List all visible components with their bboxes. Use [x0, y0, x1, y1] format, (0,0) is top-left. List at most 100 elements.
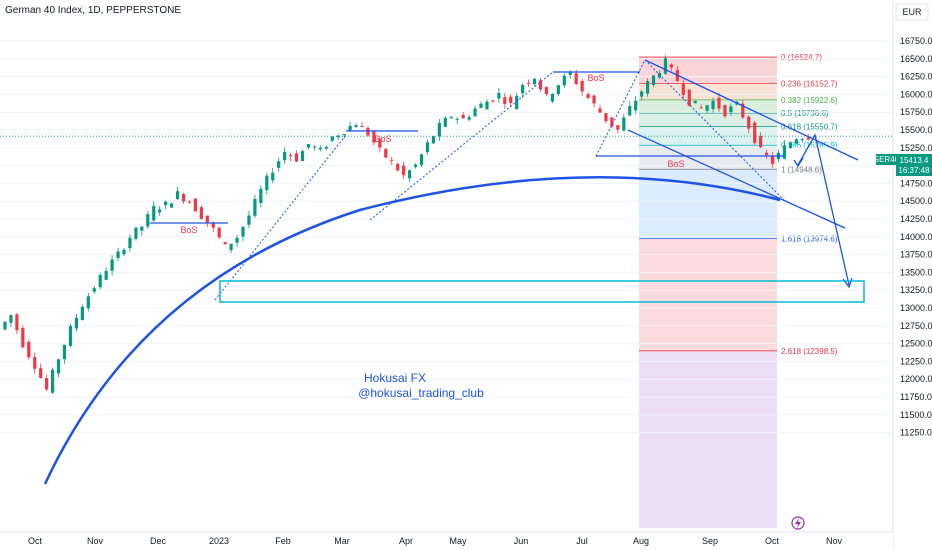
candle-body	[39, 368, 43, 378]
candle-body	[586, 94, 590, 98]
candle-body	[330, 136, 334, 141]
price-tick-label: 15750.0	[900, 107, 932, 117]
dotted-trendline	[595, 59, 646, 157]
symbol-badge: GER40	[873, 155, 900, 164]
candle-body	[259, 188, 263, 204]
candle-body	[610, 117, 614, 127]
price-scale[interactable]: 16750.0 16500.0 16250.0 16000.0 15750.0 15500…	[892, 0, 932, 550]
last-price-badge: GER40 15413.4 16:37:48	[873, 154, 932, 176]
candle-body	[634, 100, 638, 111]
projection-path[interactable]	[797, 133, 850, 286]
candle-body	[646, 81, 650, 94]
candle-body	[312, 146, 316, 148]
price-tick-label: 13500.0	[900, 267, 932, 277]
candle-body	[164, 201, 168, 206]
candle-body	[229, 243, 233, 251]
candle-body	[265, 175, 269, 191]
candle-body	[402, 165, 406, 176]
candle-body	[56, 359, 61, 374]
target-zone[interactable]	[219, 280, 865, 303]
candle-body	[580, 80, 584, 92]
price-tick-label: 15250.0	[900, 143, 932, 153]
candle-body	[372, 131, 376, 143]
candle-body	[491, 100, 495, 102]
candle-body	[497, 92, 501, 99]
candle-body	[199, 207, 203, 219]
time-tick-label: Oct	[28, 536, 43, 546]
fib-level-label: 0.5 (15736.6)	[781, 109, 829, 118]
candle-body	[235, 237, 239, 243]
candle-body	[300, 151, 305, 162]
candle-body	[378, 139, 382, 148]
price-tick-label: 16000.0	[900, 89, 932, 99]
dotted-trendline	[214, 134, 347, 301]
candle-body	[473, 108, 477, 117]
fib-level-label: 0.618 (15550.7)	[781, 122, 838, 131]
candle-body	[592, 95, 596, 104]
candle-body	[15, 314, 19, 331]
candle-body	[705, 105, 709, 111]
candle-body	[104, 271, 108, 280]
lightning-icon[interactable]	[791, 516, 805, 530]
candle-body	[759, 136, 763, 148]
fib-band	[639, 350, 777, 528]
curve-drawing[interactable]	[43, 176, 781, 485]
candle-body	[598, 108, 602, 113]
candle-body	[390, 159, 394, 161]
channel-lower[interactable]	[627, 129, 846, 229]
candle-body	[336, 135, 340, 138]
candle-body	[616, 125, 620, 130]
bos-label: BoS	[587, 73, 604, 83]
candle-body	[283, 151, 287, 161]
candle-body	[223, 242, 227, 245]
bar-countdown: 16:37:48	[898, 166, 930, 175]
chart-grid	[0, 40, 893, 434]
candle-body	[509, 96, 513, 103]
time-tick-label: Aug	[633, 536, 649, 546]
candlestick-series	[3, 55, 810, 394]
candle-body	[68, 326, 73, 346]
candle-body	[562, 75, 566, 86]
candle-body	[318, 147, 322, 150]
time-scale[interactable]: Oct Nov Dec 2023 Feb Mar Apr May Jun Jul Aug Sep Oct…	[0, 531, 893, 550]
candle-body	[62, 344, 67, 360]
candle-body	[717, 97, 721, 109]
candle-body	[294, 153, 299, 162]
candle-body	[651, 75, 656, 86]
time-tick-label: Jun	[514, 536, 529, 546]
candle-body	[419, 154, 424, 166]
candle-body	[247, 215, 251, 225]
candle-body	[515, 96, 519, 110]
time-tick-label: 2023	[209, 536, 229, 546]
price-tick-label: 16250.0	[900, 72, 932, 82]
candle-body	[622, 117, 626, 131]
bos-label: BoS	[667, 159, 684, 169]
candle-body	[187, 201, 192, 203]
price-tick-label: 11500.0	[900, 410, 932, 420]
price-tick-label: 16500.0	[900, 54, 932, 64]
candle-body	[455, 118, 459, 120]
price-tick-label: 14000.0	[900, 232, 932, 242]
bos-label: BoS	[374, 134, 391, 144]
time-tick-label: Feb	[275, 536, 291, 546]
candle-body	[467, 116, 471, 120]
fib-band	[639, 57, 777, 84]
dotted-trendline	[644, 59, 785, 201]
currency-button[interactable]	[895, 3, 929, 21]
candle-body	[128, 237, 132, 249]
candle-body	[74, 317, 78, 329]
bos-label: BoS	[180, 225, 197, 235]
channel-upper[interactable]	[644, 59, 859, 161]
candle-body	[461, 114, 465, 119]
time-tick-label: Apr	[399, 536, 413, 546]
currency-label: EUR	[902, 7, 922, 17]
symbol-title: German 40 Index, 1D, PEPPERSTONE	[5, 5, 181, 16]
candle-body	[532, 78, 537, 85]
candle-body	[527, 82, 531, 84]
candle-body	[788, 142, 792, 149]
candle-body	[723, 105, 727, 117]
fib-band	[639, 238, 777, 351]
time-tick-label: Nov	[87, 536, 104, 546]
candle-body	[217, 227, 221, 238]
